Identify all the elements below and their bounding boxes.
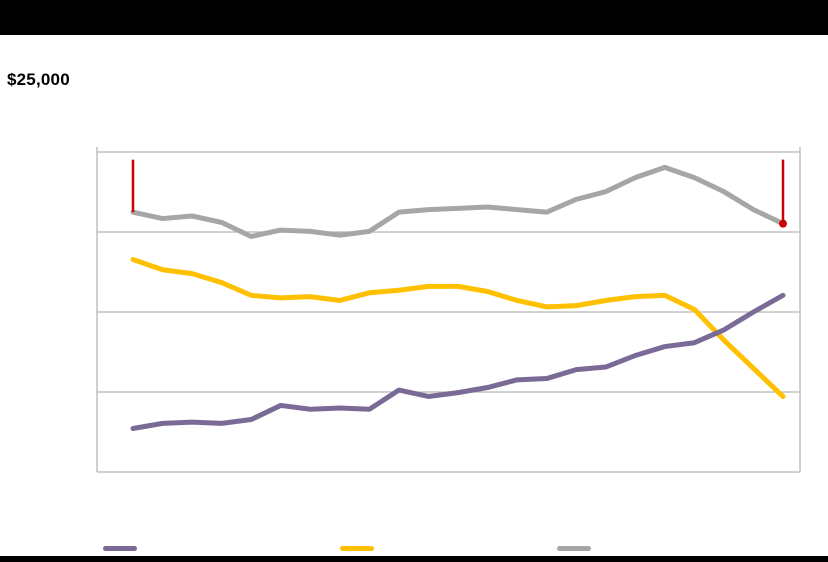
series-line-gray <box>130 164 786 239</box>
y-axis-max-label: $25,000 <box>7 70 70 89</box>
top-black-bar <box>0 0 828 35</box>
bottom-black-bar <box>0 556 828 562</box>
series-line-yellow <box>130 257 786 399</box>
series-line-purple <box>130 292 786 431</box>
red-marker-dot <box>779 219 787 228</box>
